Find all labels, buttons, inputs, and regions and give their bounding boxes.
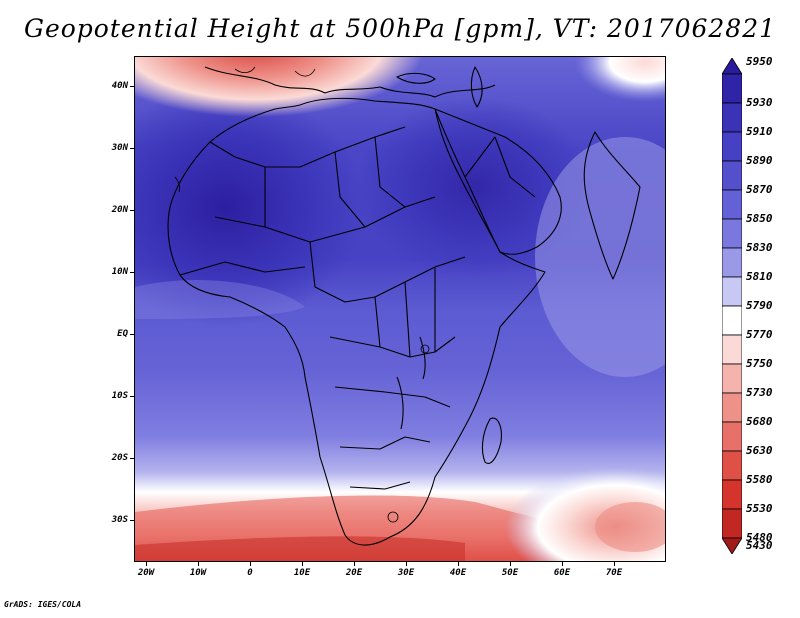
colorbar-top-arrow — [722, 58, 742, 75]
lat-tick — [130, 520, 134, 521]
colorbar-segment — [722, 363, 742, 394]
lon-label-40e: 40E — [449, 568, 467, 578]
colorbar-label: 5930 — [746, 96, 773, 109]
colorbar-segment — [722, 450, 742, 481]
lat-tick — [130, 148, 134, 149]
lon-tick — [146, 562, 147, 566]
lat-tick — [130, 334, 134, 335]
colorbar-label: 5950 — [746, 55, 773, 68]
lon-tick — [302, 562, 303, 566]
colorbar-segment — [722, 131, 742, 162]
colorbar-segment — [722, 479, 742, 510]
colorbar-label: 5810 — [746, 270, 773, 283]
geopotential-field — [135, 57, 665, 561]
colorbar-label: 5730 — [746, 386, 773, 399]
lon-label-20e: 20E — [345, 568, 363, 578]
lat-label-30s: 30S — [111, 515, 128, 525]
lat-tick — [130, 272, 134, 273]
colorbar-segment — [722, 73, 742, 104]
lat-label-eq: EQ — [117, 329, 128, 339]
lon-label-50e: 50E — [501, 568, 519, 578]
colorbar-segment — [722, 305, 742, 336]
colorbar-bottom-arrow — [722, 537, 742, 554]
colorbar — [722, 58, 742, 554]
colorbar-label: 5790 — [746, 299, 773, 312]
colorbar-segment — [722, 334, 742, 365]
lon-label-60e: 60E — [553, 568, 571, 578]
lon-tick — [406, 562, 407, 566]
map-plot-area — [134, 56, 666, 562]
lat-tick — [130, 458, 134, 459]
lat-label-40n: 40N — [111, 81, 128, 91]
colorbar-label: 5870 — [746, 183, 773, 196]
lon-tick — [510, 562, 511, 566]
colorbar-label: 5630 — [746, 444, 773, 457]
colorbar-segment — [722, 508, 742, 539]
lon-tick — [250, 562, 251, 566]
colorbar-segment — [722, 218, 742, 249]
colorbar-label: 5430 — [746, 539, 773, 552]
colorbar-label: 5680 — [746, 415, 773, 428]
lon-label-0: 0 — [247, 568, 253, 578]
lon-tick — [562, 562, 563, 566]
lat-label-30n: 30N — [111, 143, 128, 153]
colorbar-segment — [722, 421, 742, 452]
lon-tick — [198, 562, 199, 566]
lon-tick — [614, 562, 615, 566]
lon-label-10w: 10W — [189, 568, 207, 578]
colorbar-label: 5910 — [746, 125, 773, 138]
colorbar-label: 5480 — [746, 531, 773, 544]
lat-tick — [130, 210, 134, 211]
colorbar-label: 5530 — [746, 502, 773, 515]
lon-label-20w: 20W — [137, 568, 155, 578]
lon-label-70e: 70E — [605, 568, 623, 578]
colorbar-label: 5890 — [746, 154, 773, 167]
colorbar-label: 5850 — [746, 212, 773, 225]
lon-label-30e: 30E — [397, 568, 415, 578]
grads-credit: GrADS: IGES/COLA — [4, 600, 82, 609]
colorbar-label: 5770 — [746, 328, 773, 341]
lat-tick — [130, 86, 134, 87]
lat-label-10n: 10N — [111, 267, 128, 277]
lon-tick — [458, 562, 459, 566]
lat-tick — [130, 396, 134, 397]
colorbar-segment — [722, 160, 742, 191]
lat-label-10s: 10S — [111, 391, 128, 401]
colorbar-label: 5750 — [746, 357, 773, 370]
map-title: Geopotential Height at 500hPa [gpm], VT:… — [23, 14, 777, 43]
lat-label-20s: 20S — [111, 453, 128, 463]
colorbar-segment — [722, 392, 742, 423]
colorbar-label: 5830 — [746, 241, 773, 254]
colorbar-label: 5580 — [746, 473, 773, 486]
lat-label-20n: 20N — [111, 205, 128, 215]
colorbar-segment — [722, 247, 742, 278]
colorbar-segment — [722, 102, 742, 133]
lon-tick — [354, 562, 355, 566]
lon-label-10e: 10E — [293, 568, 311, 578]
colorbar-segment — [722, 276, 742, 307]
colorbar-segment — [722, 189, 742, 220]
